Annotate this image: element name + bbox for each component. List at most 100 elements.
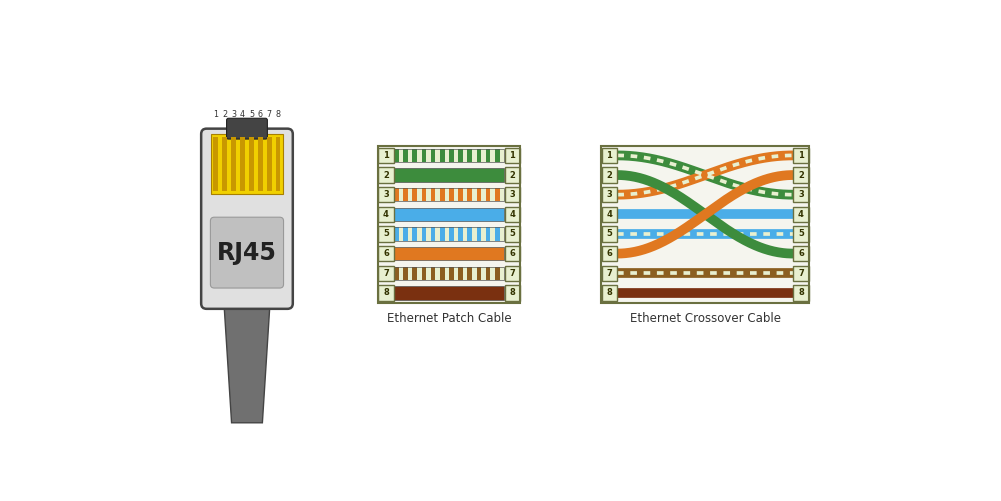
Bar <box>417 188 421 201</box>
Text: 2: 2 <box>383 170 389 179</box>
Bar <box>793 266 809 281</box>
Bar <box>505 148 520 163</box>
Bar <box>490 267 494 280</box>
FancyBboxPatch shape <box>226 118 267 139</box>
Text: Ethernet Patch Cable: Ethernet Patch Cable <box>386 312 512 325</box>
FancyBboxPatch shape <box>210 217 283 288</box>
Bar <box>602 148 617 163</box>
Bar <box>505 167 520 183</box>
Bar <box>394 267 505 280</box>
Bar <box>394 168 505 182</box>
Bar <box>394 267 398 280</box>
Bar <box>412 227 417 240</box>
Bar <box>505 206 520 222</box>
Bar <box>505 266 520 281</box>
Bar <box>439 267 444 280</box>
Bar <box>430 149 435 162</box>
Bar <box>481 188 485 201</box>
Bar <box>793 285 809 301</box>
Bar <box>417 267 421 280</box>
Bar <box>430 227 435 240</box>
Bar <box>462 227 467 240</box>
Bar <box>602 146 809 303</box>
Bar <box>398 149 403 162</box>
Bar <box>421 149 426 162</box>
Bar <box>453 267 458 280</box>
Text: 6: 6 <box>383 249 389 258</box>
Text: 4: 4 <box>798 210 804 219</box>
Bar <box>490 149 494 162</box>
Bar <box>398 188 403 201</box>
Bar <box>494 267 499 280</box>
Bar <box>394 247 505 260</box>
Text: 5: 5 <box>798 229 804 238</box>
Bar <box>505 187 520 202</box>
Bar <box>378 266 393 281</box>
Bar <box>476 227 481 240</box>
Bar <box>467 227 472 240</box>
Bar <box>211 134 283 194</box>
Bar <box>435 149 439 162</box>
Bar <box>602 266 617 281</box>
Bar <box>394 188 398 201</box>
Bar <box>462 149 467 162</box>
Bar <box>403 188 407 201</box>
Bar <box>485 188 490 201</box>
Text: 3: 3 <box>798 190 804 199</box>
Bar <box>494 188 499 201</box>
Bar <box>490 227 494 240</box>
Text: 5: 5 <box>607 229 613 238</box>
Bar <box>412 188 417 201</box>
Bar <box>481 149 485 162</box>
Text: 6: 6 <box>607 249 613 258</box>
Bar <box>407 188 412 201</box>
Bar <box>458 267 462 280</box>
Bar <box>793 167 809 183</box>
Bar <box>602 167 617 183</box>
Bar <box>485 227 490 240</box>
Bar <box>458 188 462 201</box>
Bar <box>378 148 393 163</box>
Bar <box>505 226 520 241</box>
Bar <box>435 188 439 201</box>
Text: 7: 7 <box>510 269 516 278</box>
Text: 8: 8 <box>798 289 804 298</box>
Bar <box>449 267 453 280</box>
Text: RJ45: RJ45 <box>217 240 277 265</box>
Bar <box>472 149 476 162</box>
Bar <box>499 267 505 280</box>
Bar <box>499 188 505 201</box>
Bar <box>472 267 476 280</box>
Bar <box>222 137 227 191</box>
Text: 8: 8 <box>275 110 280 119</box>
Bar <box>472 188 476 201</box>
Bar <box>602 226 617 241</box>
Text: 1: 1 <box>383 151 389 160</box>
Bar <box>378 146 521 303</box>
Bar <box>481 227 485 240</box>
Bar <box>490 188 494 201</box>
Bar <box>444 149 449 162</box>
Text: 3: 3 <box>607 190 613 199</box>
Bar <box>394 149 398 162</box>
Bar <box>453 227 458 240</box>
Bar <box>394 227 398 240</box>
Bar <box>394 207 505 221</box>
Bar <box>394 188 505 201</box>
Bar <box>476 188 481 201</box>
Text: 2: 2 <box>510 170 516 179</box>
Bar <box>444 227 449 240</box>
Text: 5: 5 <box>249 110 254 119</box>
Bar <box>485 149 490 162</box>
Bar <box>430 267 435 280</box>
Bar <box>449 227 453 240</box>
Text: 3: 3 <box>231 110 236 119</box>
Bar <box>435 227 439 240</box>
Text: 7: 7 <box>266 110 272 119</box>
Bar <box>485 267 490 280</box>
FancyBboxPatch shape <box>201 129 292 309</box>
Bar <box>494 149 499 162</box>
Text: 6: 6 <box>798 249 804 258</box>
Text: 4: 4 <box>607 210 613 219</box>
Bar <box>793 187 809 202</box>
